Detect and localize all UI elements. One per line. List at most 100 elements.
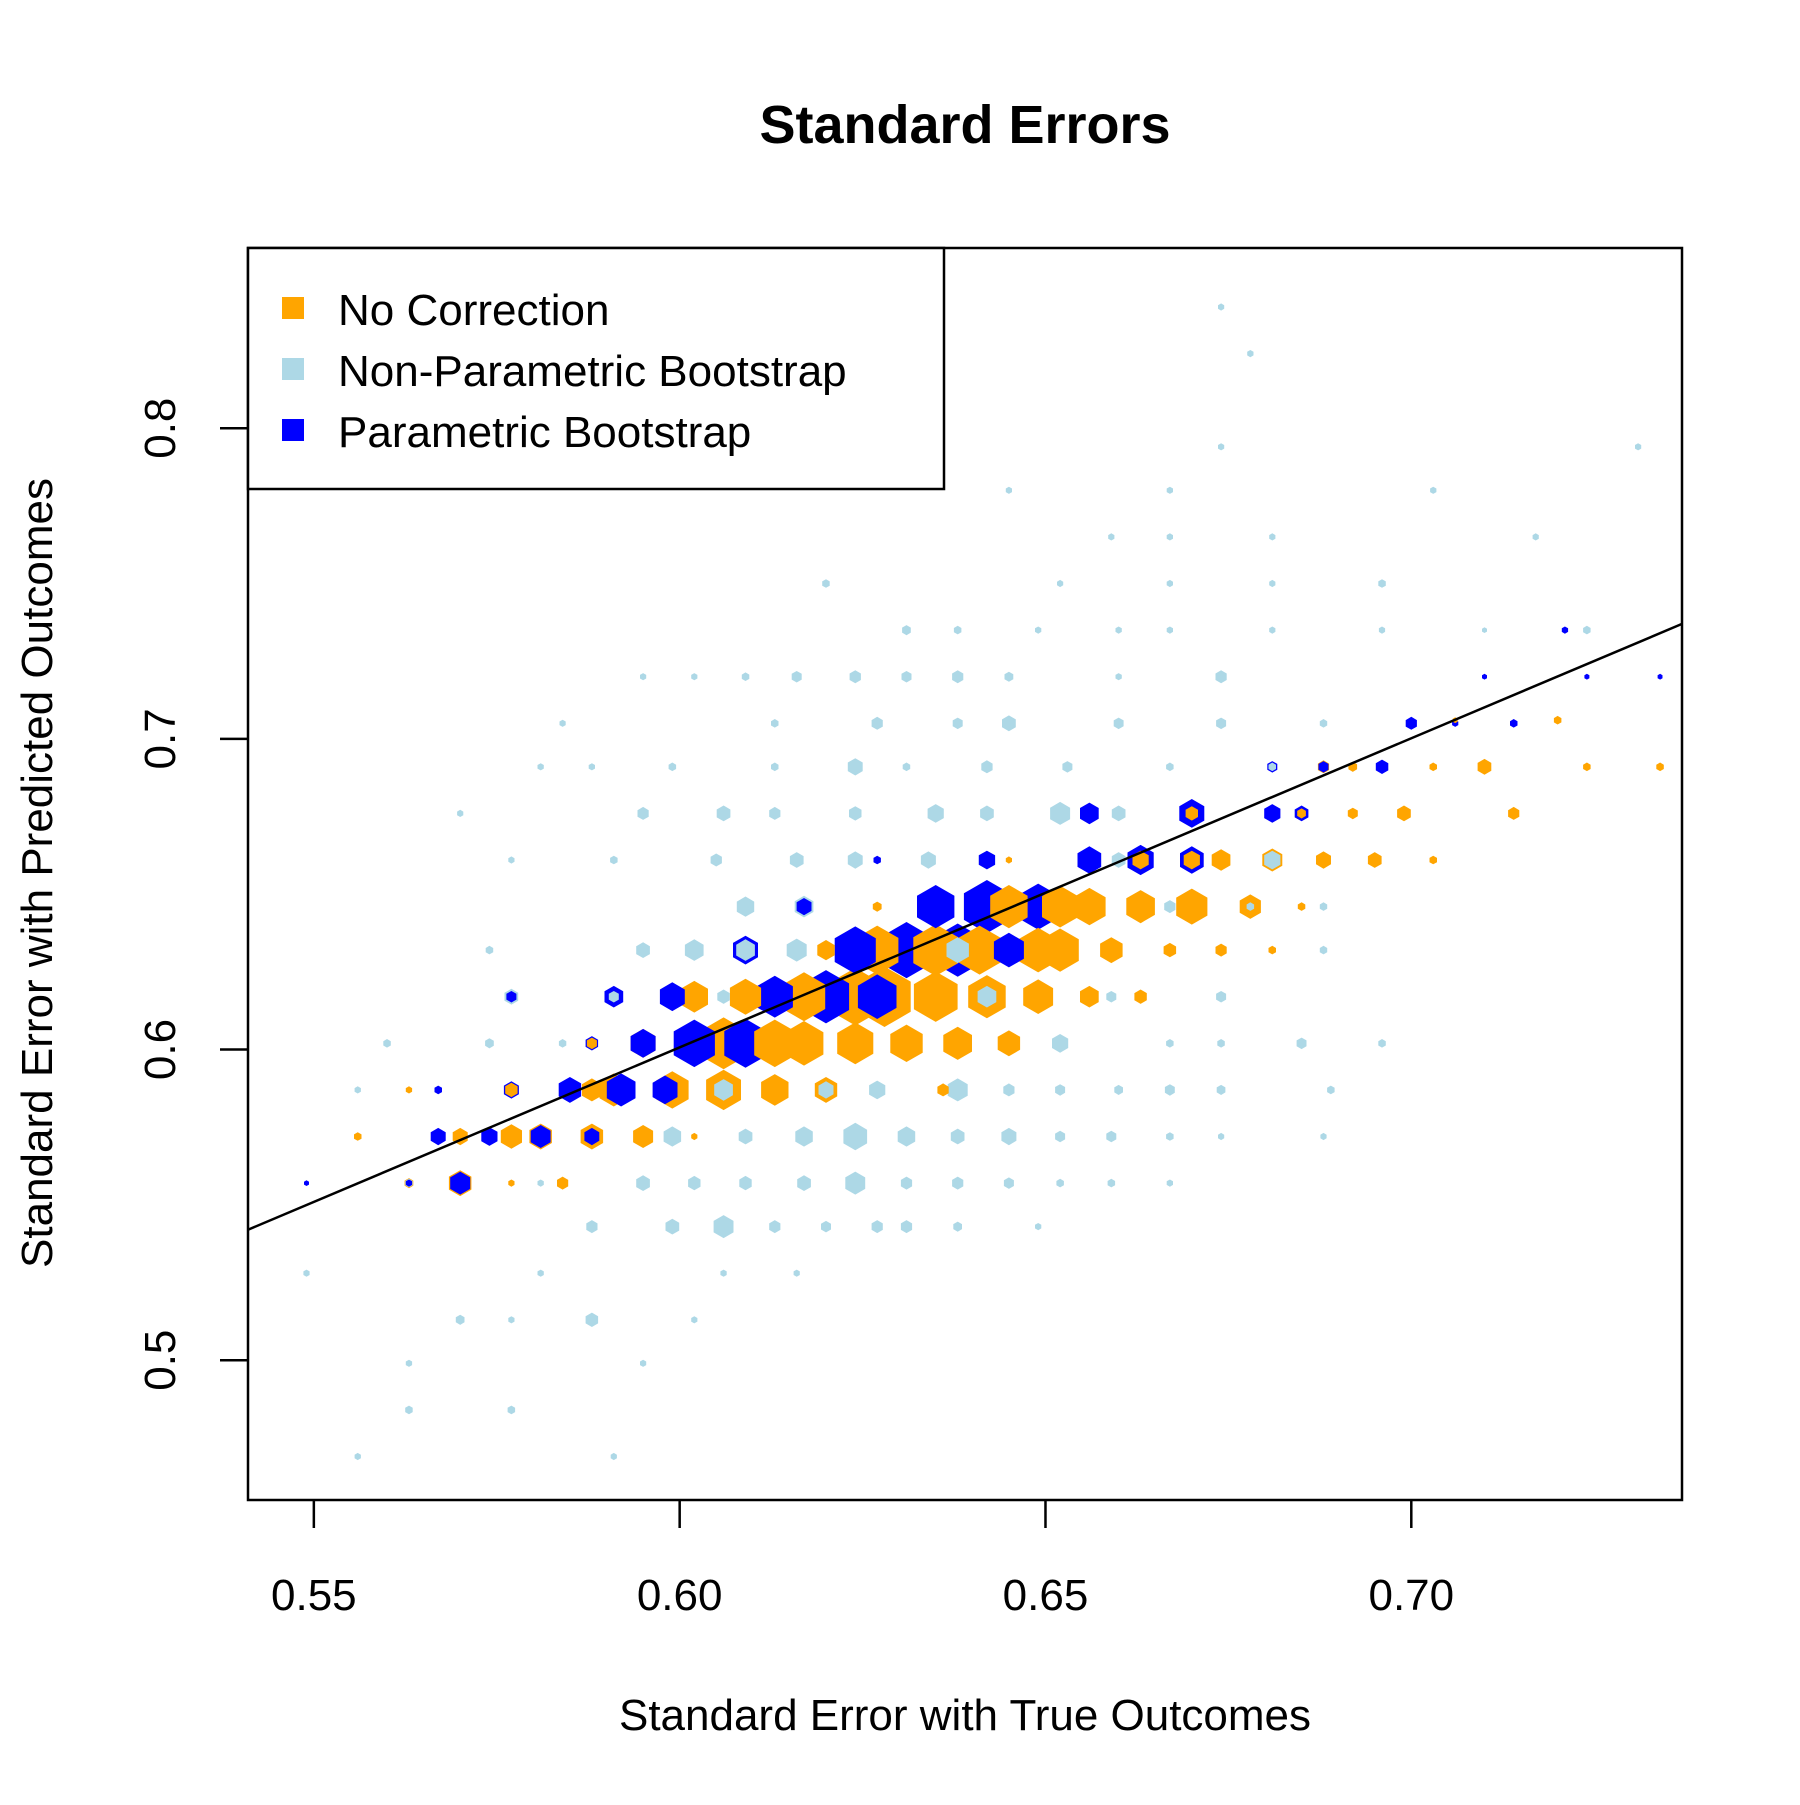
hex-point-non-parametric-bootstrap (455, 1314, 465, 1325)
y-tick-label: 0.8 (136, 398, 185, 459)
hex-point-no-correction (784, 1021, 824, 1066)
hex-point-no-correction (1429, 855, 1437, 865)
hex-point-non-parametric-bootstrap (1166, 1179, 1173, 1187)
hex-point-no-correction (761, 1074, 789, 1106)
hex-point-no-correction (1023, 979, 1054, 1014)
hex-point-non-parametric-bootstrap (1319, 902, 1328, 911)
hex-point-parametric-bootstrap (481, 1127, 498, 1146)
hex-point-parametric-bootstrap (530, 1125, 551, 1148)
hex-point-non-parametric-bootstrap (1052, 1034, 1069, 1053)
hex-point-no-correction (1316, 851, 1331, 869)
hex-point-no-correction (405, 1086, 413, 1094)
hex-point-parametric-bootstrap (1077, 846, 1102, 874)
hex-point-non-parametric-bootstrap (980, 805, 994, 822)
hex-point-non-parametric-bootstrap (354, 1086, 361, 1094)
hex-point-non-parametric-bootstrap (793, 1269, 800, 1277)
hex-point-parametric-bootstrap (834, 926, 876, 974)
hex-point-non-parametric-bootstrap (1246, 902, 1255, 911)
hex-point-parametric-bootstrap (1510, 719, 1518, 728)
hex-point-non-parametric-bootstrap (1532, 533, 1539, 541)
hex-point-no-correction (1163, 942, 1177, 958)
hex-point-no-correction (633, 1125, 654, 1148)
hex-point-no-correction (505, 1082, 518, 1098)
hex-point-non-parametric-bootstrap (684, 939, 704, 961)
hex-point-non-parametric-bootstrap (508, 856, 515, 864)
hex-point-non-parametric-bootstrap (1247, 350, 1254, 358)
hex-point-non-parametric-bootstrap (1269, 626, 1276, 634)
hex-point-non-parametric-bootstrap (640, 673, 647, 681)
hex-point-non-parametric-bootstrap (717, 989, 730, 1004)
y-axis-title: Standard Error with Predicted Outcomes (13, 478, 62, 1268)
hex-point-non-parametric-bootstrap (953, 625, 962, 635)
hex-point-non-parametric-bootstrap (1635, 443, 1642, 451)
hex-point-no-correction (581, 1078, 602, 1102)
x-tick-label: 0.70 (1368, 1571, 1454, 1620)
x-tick-label: 0.65 (1003, 1571, 1089, 1620)
hex-point-non-parametric-bootstrap (1057, 579, 1064, 588)
hex-point-non-parametric-bootstrap (558, 1039, 567, 1048)
hex-point-non-parametric-bootstrap (716, 805, 731, 822)
hex-point-parametric-bootstrap (630, 1028, 656, 1058)
hex-point-non-parametric-bootstrap (822, 579, 830, 588)
hex-point-non-parametric-bootstrap (688, 1175, 701, 1191)
hex-point-no-correction (1183, 850, 1200, 870)
hex-point-non-parametric-bootstrap (952, 717, 963, 730)
hex-point-non-parametric-bootstrap (507, 1405, 516, 1415)
hex-point-non-parametric-bootstrap (900, 1176, 913, 1190)
hex-point-no-correction (943, 1026, 972, 1060)
hex-point-non-parametric-bootstrap (713, 1215, 734, 1239)
hex-point-no-correction (1429, 762, 1437, 772)
hex-point-parametric-bootstrap (796, 898, 812, 916)
hex-point-non-parametric-bootstrap (1166, 533, 1173, 541)
hex-point-non-parametric-bootstrap (739, 1175, 752, 1191)
hex-point-non-parametric-bootstrap (610, 1452, 617, 1461)
hex-point-no-correction (1100, 937, 1123, 964)
hex-point-parametric-bootstrap (673, 1019, 715, 1068)
hex-point-non-parametric-bootstrap (1482, 627, 1487, 633)
hex-point-no-correction (1176, 888, 1208, 925)
hex-point-non-parametric-bootstrap (1164, 1084, 1175, 1096)
hex-point-non-parametric-bootstrap (1166, 1039, 1174, 1048)
hex-point-parametric-bootstrap (434, 1085, 442, 1095)
hex-point-non-parametric-bootstrap (1319, 945, 1328, 955)
hex-point-parametric-bootstrap (1405, 716, 1417, 730)
hex-point-non-parametric-bootstrap (1056, 1178, 1064, 1188)
hex-point-parametric-bootstrap (917, 885, 955, 929)
hex-point-non-parametric-bootstrap (1296, 1037, 1307, 1050)
hex-point-non-parametric-bootstrap (383, 1039, 391, 1048)
legend-swatch-nonparametric-bootstrap (282, 358, 304, 380)
hex-point-non-parametric-bootstrap (588, 763, 595, 771)
hex-point-non-parametric-bootstrap (1114, 1084, 1123, 1095)
hex-point-non-parametric-bootstrap (1035, 626, 1042, 634)
hex-point-non-parametric-bootstrap (1003, 1177, 1014, 1189)
hex-point-parametric-bootstrap (1080, 802, 1099, 825)
hex-point-no-correction (1041, 928, 1079, 972)
hex-point-non-parametric-bootstrap (640, 1359, 647, 1367)
hex-point-non-parametric-bootstrap (821, 1220, 831, 1233)
hex-point-no-correction (680, 980, 708, 1013)
hex-point-no-correction (354, 1132, 362, 1141)
legend-label-parametric-bootstrap: Parametric Bootstrap (338, 408, 751, 457)
hex-point-non-parametric-bootstrap (947, 1078, 968, 1102)
hex-point-no-correction (913, 971, 958, 1022)
hex-point-non-parametric-bootstrap (769, 1220, 781, 1234)
x-axis-title: Standard Error with True Outcomes (619, 1691, 1311, 1740)
hex-point-no-correction (1297, 808, 1306, 819)
hex-point-parametric-bootstrap (978, 850, 996, 870)
hex-point-non-parametric-bootstrap (1216, 717, 1227, 730)
hex-point-non-parametric-bootstrap (1216, 991, 1227, 1003)
hex-point-parametric-bootstrap (304, 1180, 309, 1186)
hex-point-non-parametric-bootstrap (849, 806, 862, 821)
hex-point-non-parametric-bootstrap (665, 1218, 680, 1235)
hex-point-non-parametric-bootstrap (843, 1122, 868, 1151)
hex-point-non-parametric-bootstrap (950, 1128, 965, 1145)
hex-point-non-parametric-bootstrap (710, 853, 722, 867)
hex-point-no-correction (997, 1030, 1021, 1057)
hex-point-no-correction (913, 924, 959, 976)
hex-point-non-parametric-bootstrap (900, 1220, 913, 1234)
legend-swatch-no-correction (282, 297, 304, 319)
hex-point-non-parametric-bootstrap (897, 1126, 916, 1147)
x-tick-label: 0.55 (271, 1571, 357, 1620)
hex-point-no-correction (1347, 807, 1358, 820)
hex-point-no-correction (1583, 762, 1591, 772)
